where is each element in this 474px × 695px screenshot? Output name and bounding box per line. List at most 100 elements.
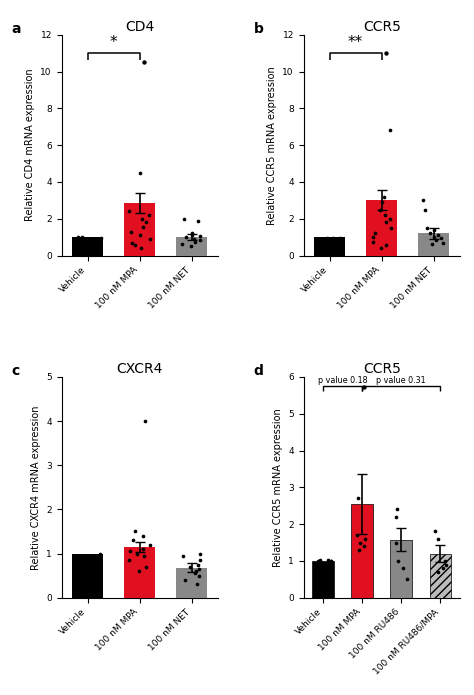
Point — [96, 549, 104, 560]
Point — [439, 237, 447, 248]
Point — [355, 493, 362, 504]
Point — [323, 232, 330, 243]
Point — [76, 234, 83, 245]
Point — [135, 566, 143, 577]
Point — [129, 534, 137, 546]
Point — [376, 204, 383, 215]
Point — [333, 233, 341, 244]
Point — [360, 541, 368, 552]
Point — [188, 228, 196, 239]
Point — [353, 530, 361, 541]
Y-axis label: Relative CCR5 mRNA expression: Relative CCR5 mRNA expression — [273, 408, 283, 566]
Point — [325, 559, 333, 570]
Point — [70, 555, 78, 566]
Y-axis label: Relative CXCR4 mRNA expression: Relative CXCR4 mRNA expression — [31, 405, 41, 570]
Point — [193, 579, 201, 590]
Bar — [176, 237, 207, 256]
Text: **: ** — [348, 35, 363, 51]
Point — [78, 551, 86, 562]
Point — [381, 209, 389, 220]
Point — [197, 555, 204, 566]
Point — [178, 238, 185, 249]
Point — [191, 236, 199, 247]
Point — [97, 232, 104, 243]
Point — [142, 217, 150, 228]
Y-axis label: Relative CCR5 mRNA expression: Relative CCR5 mRNA expression — [267, 66, 277, 224]
Point — [324, 557, 331, 569]
Point — [423, 222, 431, 234]
Point — [179, 550, 186, 562]
Point — [338, 235, 346, 246]
Point — [139, 530, 146, 541]
Point — [430, 224, 438, 236]
Point — [133, 548, 141, 559]
Point — [428, 239, 436, 250]
Point — [328, 555, 335, 566]
Point — [382, 47, 390, 58]
Title: CD4: CD4 — [125, 19, 155, 33]
Point — [377, 243, 385, 254]
Point — [369, 236, 376, 247]
Point — [192, 566, 200, 577]
Point — [403, 574, 411, 585]
Point — [322, 236, 329, 247]
Point — [182, 575, 189, 586]
Point — [435, 566, 442, 578]
Point — [319, 558, 327, 569]
Point — [392, 537, 400, 548]
Point — [195, 564, 203, 575]
Point — [439, 563, 447, 574]
Point — [188, 230, 196, 241]
Point — [399, 563, 407, 574]
Point — [187, 240, 195, 252]
Point — [94, 551, 102, 562]
Point — [442, 559, 449, 570]
Text: d: d — [254, 363, 264, 377]
Point — [430, 231, 438, 243]
Bar — [351, 504, 373, 598]
Point — [386, 213, 393, 224]
Point — [326, 556, 334, 567]
Point — [146, 539, 154, 550]
Point — [194, 559, 201, 570]
Point — [79, 553, 86, 564]
Point — [186, 562, 194, 573]
Point — [386, 125, 394, 136]
Bar — [314, 237, 345, 256]
Point — [78, 234, 85, 245]
Point — [83, 236, 91, 247]
Text: b: b — [254, 22, 264, 35]
Text: p value 0.18: p value 0.18 — [318, 377, 367, 386]
Point — [137, 243, 145, 254]
Text: a: a — [12, 22, 21, 35]
Point — [125, 206, 133, 217]
Point — [434, 533, 442, 544]
Bar — [72, 553, 103, 598]
Point — [327, 555, 334, 566]
Point — [321, 235, 328, 246]
Point — [128, 237, 136, 248]
Y-axis label: Relative CD4 mRNA expression: Relative CD4 mRNA expression — [25, 69, 35, 222]
Point — [441, 555, 448, 566]
Point — [421, 204, 428, 215]
Bar — [391, 539, 412, 598]
Bar — [366, 200, 397, 256]
Title: CCR5: CCR5 — [363, 19, 401, 33]
Title: CXCR4: CXCR4 — [117, 362, 163, 376]
Point — [78, 555, 86, 566]
Point — [89, 552, 97, 563]
Point — [331, 233, 338, 244]
Point — [125, 555, 133, 566]
Point — [361, 533, 369, 544]
Point — [82, 236, 90, 247]
Point — [383, 240, 390, 251]
Text: *: * — [110, 35, 118, 51]
Bar — [124, 547, 155, 598]
Point — [74, 231, 82, 243]
Text: c: c — [12, 363, 20, 377]
Point — [131, 526, 139, 537]
Point — [138, 213, 146, 224]
Point — [355, 544, 363, 555]
Point — [426, 228, 434, 239]
Point — [392, 512, 400, 523]
